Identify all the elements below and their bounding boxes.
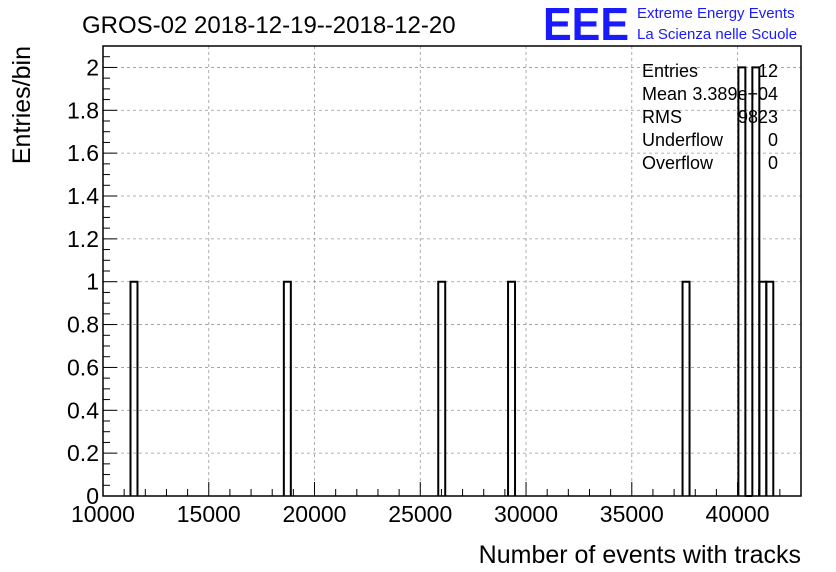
histogram-bin (437, 280, 447, 496)
stats-value-overflow: 0 (768, 153, 778, 173)
y-tick-label: 1.2 (67, 226, 99, 252)
x-axis-ticks: 10000 15000 20000 25000 30000 35000 40000 (71, 482, 802, 527)
grid-lines (102, 46, 801, 496)
stats-value-mean: 3.389e+04 (692, 84, 778, 104)
histogram-bin (681, 280, 691, 496)
x-tick-label: 15000 (177, 501, 241, 527)
stats-label-rms: RMS (642, 107, 682, 127)
eee-logo-mark: EEE (543, 0, 629, 50)
histogram-bin (758, 280, 768, 496)
logo-line-2: La Scienza nelle Scuole (637, 26, 797, 43)
histogram-bin (129, 280, 139, 496)
x-tick-label: 20000 (283, 501, 347, 527)
y-tick-label: 1.4 (67, 183, 99, 209)
histogram-bars (129, 66, 775, 497)
y-tick-label: 0 (86, 483, 99, 509)
y-tick-label: 2 (86, 54, 99, 80)
stats-value-underflow: 0 (768, 130, 778, 150)
y-tick-label: 0.4 (67, 397, 99, 423)
histogram-bin (282, 280, 292, 496)
x-tick-label: 40000 (706, 501, 770, 527)
y-tick-label: 1.8 (67, 97, 99, 123)
stats-value-entries: 12 (758, 61, 778, 81)
eee-logo: EEE Extreme Energy Events La Scienza nel… (543, 0, 797, 50)
y-tick-label: 0.2 (67, 440, 99, 466)
y-tick-label: 0.6 (67, 354, 99, 380)
x-tick-label: 10000 (71, 501, 135, 527)
y-tick-label: 0.8 (67, 312, 99, 338)
histogram-bin (765, 280, 775, 496)
x-axis-label: Number of events with tracks (479, 541, 801, 569)
stats-label-entries: Entries (642, 61, 698, 81)
stats-label-overflow: Overflow (642, 153, 714, 173)
chart-title: GROS-02 2018-12-19--2018-12-20 (82, 12, 456, 39)
stats-label-underflow: Underflow (642, 130, 724, 150)
y-tick-label: 1 (86, 269, 99, 295)
stats-value-rms: 9823 (738, 107, 778, 127)
stats-box: Entries 12 Mean 3.389e+04 RMS 9823 Under… (642, 61, 778, 173)
histogram-bin (737, 66, 747, 496)
plot-frame (102, 45, 802, 497)
x-tick-label: 30000 (494, 501, 558, 527)
y-axis-ticks: 0 0.2 0.4 0.6 0.8 1 1.2 1.4 1.6 1.8 2 (67, 45, 117, 509)
histogram-bin (507, 280, 517, 496)
y-axis-label: Entries/bin (8, 46, 36, 164)
x-tick-label: 25000 (388, 501, 452, 527)
stats-label-mean: Mean (642, 84, 687, 104)
y-tick-label: 1.6 (67, 140, 99, 166)
x-tick-label: 35000 (600, 501, 664, 527)
logo-line-1: Extreme Energy Events (637, 5, 795, 22)
